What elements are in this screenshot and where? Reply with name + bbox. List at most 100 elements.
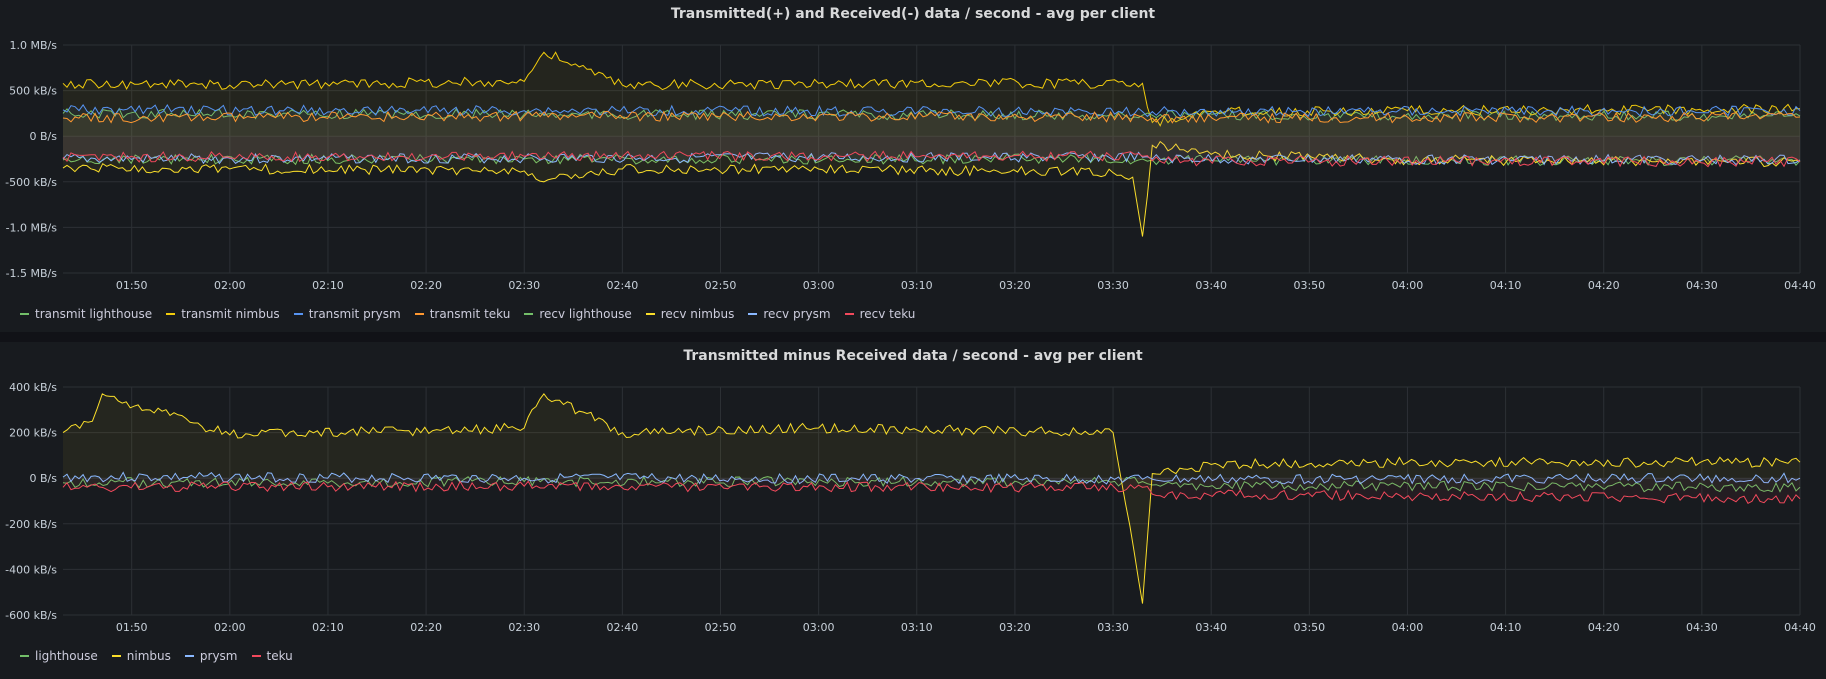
x-tick-label: 02:00 xyxy=(214,279,246,292)
x-tick-label: 02:20 xyxy=(410,621,442,634)
chart-panel-transmit-receive: Transmitted(+) and Received(-) data / se… xyxy=(0,0,1826,332)
legend-swatch xyxy=(748,313,758,315)
series-fill xyxy=(63,393,1800,604)
x-tick-label: 04:20 xyxy=(1588,621,1620,634)
legend-swatch xyxy=(293,313,303,315)
x-tick-label: 02:30 xyxy=(508,279,540,292)
x-tick-label: 04:30 xyxy=(1686,279,1718,292)
series-group xyxy=(62,392,1801,604)
series-line-transmit-teku[interactable] xyxy=(62,110,1801,124)
series-fill xyxy=(63,136,1800,167)
x-tick-label: 02:30 xyxy=(508,621,540,634)
legend-label: recv lighthouse xyxy=(539,307,632,321)
x-tick-label: 04:40 xyxy=(1784,621,1816,634)
series-group xyxy=(62,51,1801,237)
x-tick-label: 03:40 xyxy=(1195,621,1227,634)
legend-item[interactable]: transmit teku xyxy=(414,307,511,321)
legend-swatch xyxy=(184,655,194,657)
x-tick-label: 04:00 xyxy=(1392,621,1424,634)
x-tick-label: 04:20 xyxy=(1588,279,1620,292)
y-tick-label: -1.5 MB/s xyxy=(6,267,58,280)
legend-swatch xyxy=(844,313,854,315)
legend-swatch xyxy=(111,655,121,657)
series-line-transmit-prysm[interactable] xyxy=(62,104,1801,118)
series-line-recv-prysm[interactable] xyxy=(62,151,1801,166)
legend-item[interactable]: transmit lighthouse xyxy=(20,307,152,321)
x-tick-label: 02:10 xyxy=(312,279,344,292)
series-fill xyxy=(63,472,1800,484)
legend-swatch xyxy=(20,313,29,315)
legend-label: teku xyxy=(266,649,293,663)
y-tick-label: -1.0 MB/s xyxy=(6,221,58,234)
chart-panel-net-difference: Transmitted minus Received data / second… xyxy=(0,342,1826,679)
x-tick-label: 02:50 xyxy=(705,279,737,292)
x-tick-label: 03:20 xyxy=(999,279,1031,292)
series-line-prysm[interactable] xyxy=(62,471,1801,485)
x-tick-label: 02:40 xyxy=(607,621,639,634)
chart-svg[interactable]: 1.0 MB/s 500 kB/s 0 B/s -500 kB/s -1.0 MB/s -… xyxy=(0,0,1826,300)
legend-label: recv teku xyxy=(859,307,916,321)
legend-label: transmit teku xyxy=(429,307,511,321)
x-tick-label: 04:10 xyxy=(1490,279,1522,292)
legend-item[interactable]: recv prysm xyxy=(748,307,831,321)
panel-title[interactable]: Transmitted minus Received data / second… xyxy=(683,348,1143,364)
x-tick-label: 03:10 xyxy=(901,279,933,292)
chart-svg[interactable]: 400 kB/s 200 kB/s 0 B/s -200 kB/s -400 kB/s -… xyxy=(0,342,1826,642)
legend-item[interactable]: recv nimbus xyxy=(645,307,735,321)
chart-legend: lighthouse nimbus prysm teku xyxy=(20,649,293,663)
y-tick-label: -400 kB/s xyxy=(5,563,57,576)
y-tick-label: 400 kB/s xyxy=(9,381,57,394)
x-tick-label: 03:10 xyxy=(901,621,933,634)
legend-label: nimbus xyxy=(126,649,171,663)
series-line-nimbus[interactable] xyxy=(62,392,1801,604)
y-tick-label: -200 kB/s xyxy=(5,518,57,531)
x-tick-label: 03:40 xyxy=(1195,279,1227,292)
legend-label: transmit lighthouse xyxy=(35,307,153,321)
y-tick-label: 0 B/s xyxy=(30,130,58,143)
legend-label: lighthouse xyxy=(35,649,98,663)
x-tick-label: 03:00 xyxy=(803,279,835,292)
legend-label: transmit nimbus xyxy=(181,307,280,321)
x-tick-label: 02:40 xyxy=(607,279,639,292)
x-tick-label: 01:50 xyxy=(116,279,148,292)
x-tick-label: 03:20 xyxy=(999,621,1031,634)
series-fill xyxy=(63,104,1800,137)
x-tick-label: 02:50 xyxy=(705,621,737,634)
x-tick-label: 03:50 xyxy=(1293,279,1325,292)
legend-item[interactable]: transmit nimbus xyxy=(166,307,280,321)
x-tick-label: 04:00 xyxy=(1392,279,1424,292)
legend-item[interactable]: recv lighthouse xyxy=(524,307,632,321)
series-line-recv-lighthouse[interactable] xyxy=(62,152,1801,167)
legend-item[interactable]: nimbus xyxy=(111,649,171,663)
x-tick-label: 03:30 xyxy=(1097,621,1129,634)
legend-item[interactable]: prysm xyxy=(184,649,238,663)
legend-label: transmit prysm xyxy=(308,307,401,321)
panel-divider xyxy=(0,332,1826,342)
legend-label: prysm xyxy=(199,649,238,663)
series-line-lighthouse[interactable] xyxy=(62,475,1801,493)
x-tick-label: 02:00 xyxy=(214,621,246,634)
legend-swatch xyxy=(20,655,29,657)
legend-label: recv nimbus xyxy=(660,307,735,321)
x-tick-label: 02:10 xyxy=(312,621,344,634)
panel-title[interactable]: Transmitted(+) and Received(-) data / se… xyxy=(670,6,1156,22)
legend-item[interactable]: recv teku xyxy=(844,307,916,321)
legend-item[interactable]: teku xyxy=(251,649,293,663)
legend-item[interactable]: transmit prysm xyxy=(293,307,401,321)
series-line-recv-nimbus[interactable] xyxy=(62,140,1801,237)
y-tick-label: -600 kB/s xyxy=(5,609,57,622)
y-tick-label: 0 B/s xyxy=(30,472,58,485)
legend-swatch xyxy=(645,313,655,315)
x-tick-label: 04:40 xyxy=(1784,279,1816,292)
series-line-recv-teku[interactable] xyxy=(62,150,1801,168)
x-tick-label: 03:00 xyxy=(803,621,835,634)
y-tick-label: 1.0 MB/s xyxy=(10,39,58,52)
series-fill xyxy=(63,136,1800,165)
series-line-teku[interactable] xyxy=(62,480,1801,504)
x-tick-label: 02:20 xyxy=(410,279,442,292)
chart-legend: transmit lighthouse transmit nimbus transm… xyxy=(20,307,915,321)
x-tick-label: 01:50 xyxy=(116,621,148,634)
legend-swatch xyxy=(414,313,424,315)
legend-item[interactable]: lighthouse xyxy=(20,649,98,663)
legend-swatch xyxy=(166,313,176,315)
